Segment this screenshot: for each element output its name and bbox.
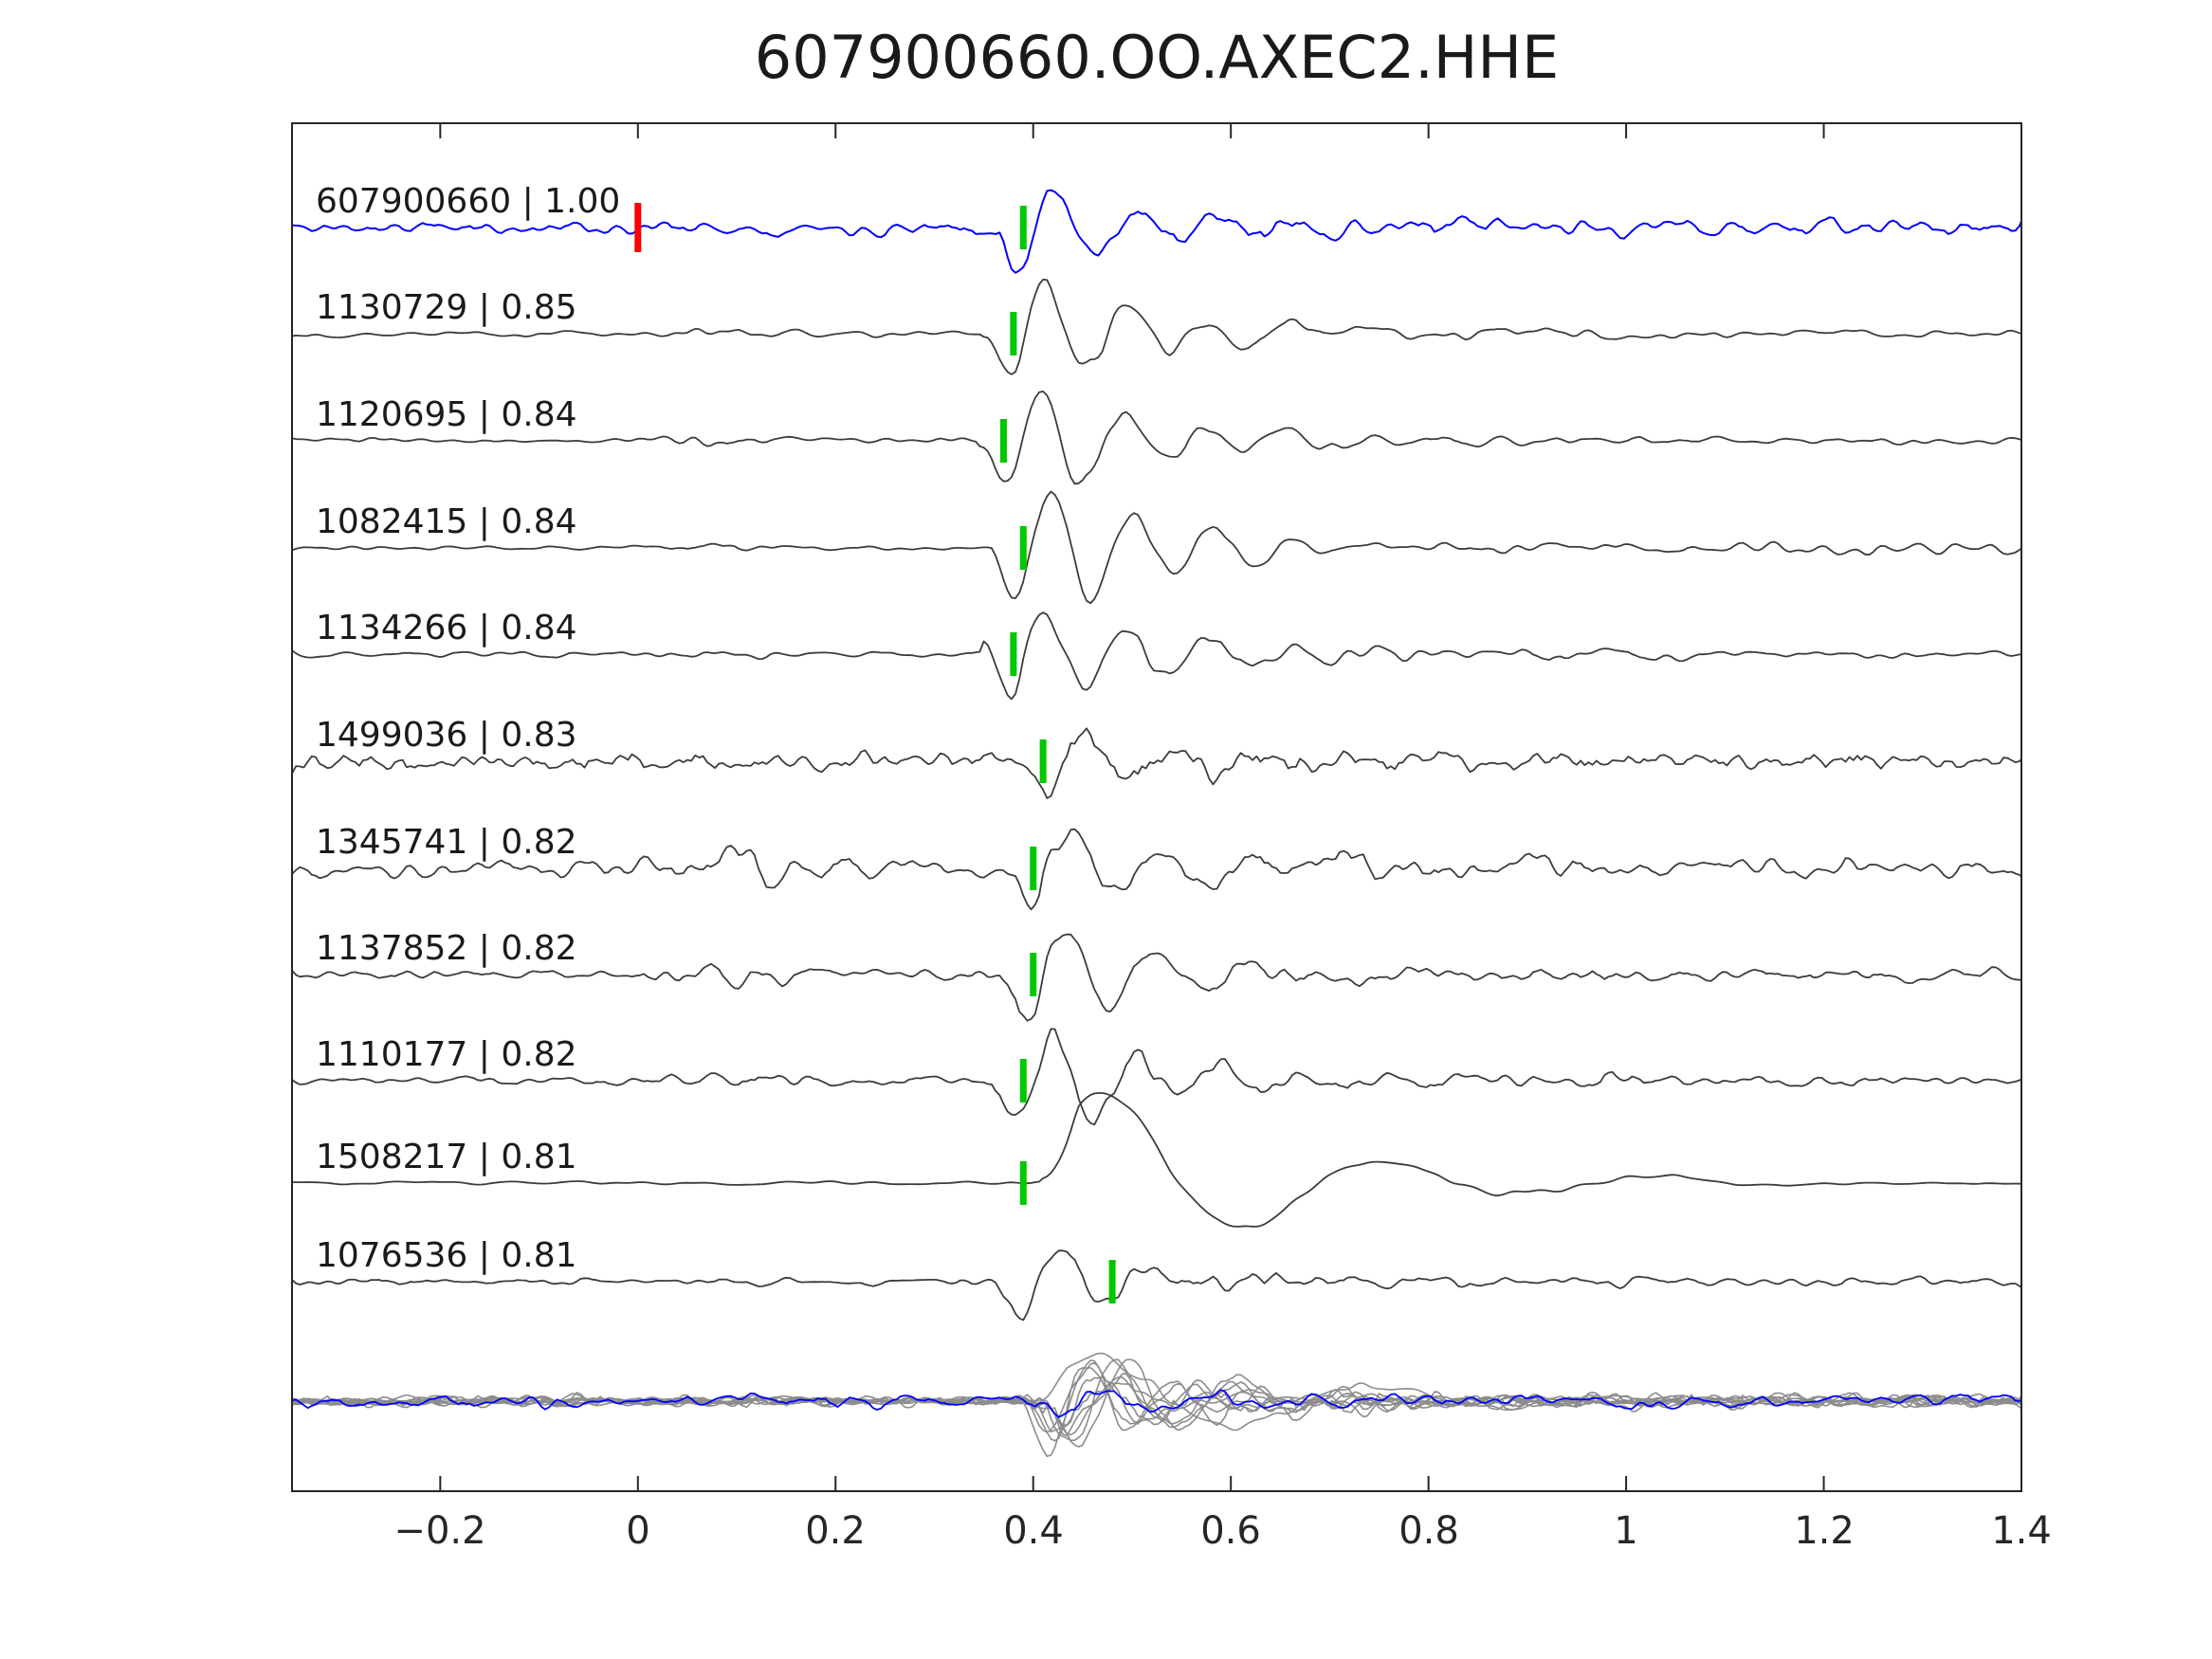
overlay-gray-trace bbox=[292, 1376, 2021, 1436]
detection-trace bbox=[292, 189, 2021, 274]
trace-label: 1508217 | 0.81 bbox=[316, 1138, 577, 1176]
x-tick-label: 0.6 bbox=[1200, 1509, 1261, 1553]
template-trace bbox=[292, 1028, 2021, 1126]
template-trace bbox=[292, 933, 2021, 1022]
overlay-gray-trace bbox=[292, 1373, 2021, 1437]
x-tick-label: 0.4 bbox=[1003, 1509, 1064, 1553]
pick-marker bbox=[1108, 1260, 1116, 1304]
template-trace bbox=[292, 727, 2021, 799]
overlay-detection-trace bbox=[292, 1389, 2021, 1418]
trace-label: 1137852 | 0.82 bbox=[316, 929, 577, 968]
pick-marker bbox=[1019, 1059, 1027, 1103]
trace-label: 1134266 | 0.84 bbox=[316, 609, 577, 647]
traces-group bbox=[292, 189, 2021, 1457]
template-trace bbox=[292, 1092, 2021, 1228]
template-trace bbox=[292, 611, 2021, 701]
x-tick-label: 0 bbox=[626, 1509, 650, 1553]
pick-marker bbox=[1039, 739, 1047, 783]
trace-label: 1110177 | 0.82 bbox=[316, 1035, 577, 1074]
trace-label: 1130729 | 0.85 bbox=[316, 288, 577, 327]
trace-label: 607900660 | 1.00 bbox=[316, 182, 621, 221]
detection-origin-pick-marker bbox=[634, 203, 642, 252]
trace-label: 1499036 | 0.83 bbox=[316, 716, 577, 755]
axis-box bbox=[291, 122, 2022, 1492]
pick-markers bbox=[634, 203, 1116, 1304]
trace-label: 1120695 | 0.84 bbox=[316, 395, 577, 434]
overlay-gray-trace bbox=[292, 1366, 2021, 1442]
x-tick-label: 0.2 bbox=[805, 1509, 866, 1553]
pick-marker bbox=[1019, 1161, 1027, 1205]
template-trace bbox=[292, 490, 2021, 605]
template-trace bbox=[292, 390, 2021, 485]
x-tick-label: 1 bbox=[1614, 1509, 1638, 1553]
x-tick-label: 0.8 bbox=[1398, 1509, 1459, 1553]
pick-marker bbox=[1019, 206, 1027, 249]
pick-marker bbox=[1019, 526, 1027, 570]
trace-label: 1082415 | 0.84 bbox=[316, 502, 577, 541]
pick-marker bbox=[1030, 847, 1037, 890]
axes bbox=[291, 122, 2022, 1492]
x-tick-label: 1.2 bbox=[1794, 1509, 1855, 1553]
figure-title: 607900660.OO.AXEC2.HHE bbox=[754, 23, 1560, 92]
x-tick-label: −0.2 bbox=[393, 1509, 486, 1553]
template-trace bbox=[292, 828, 2021, 911]
overlay-gray-trace bbox=[292, 1352, 2021, 1431]
template-trace bbox=[292, 278, 2021, 375]
template-trace bbox=[292, 1249, 2021, 1322]
pick-marker bbox=[1010, 312, 1017, 356]
overlay-stack bbox=[292, 1352, 2021, 1457]
pick-marker bbox=[1030, 953, 1037, 996]
pick-marker bbox=[1010, 632, 1017, 676]
pick-marker bbox=[999, 419, 1007, 463]
x-tick-label: 1.4 bbox=[1991, 1509, 2052, 1553]
trace-label: 1345741 | 0.82 bbox=[316, 823, 577, 862]
trace-label: 1076536 | 0.81 bbox=[316, 1236, 577, 1275]
overlay-gray-trace bbox=[292, 1382, 2021, 1430]
